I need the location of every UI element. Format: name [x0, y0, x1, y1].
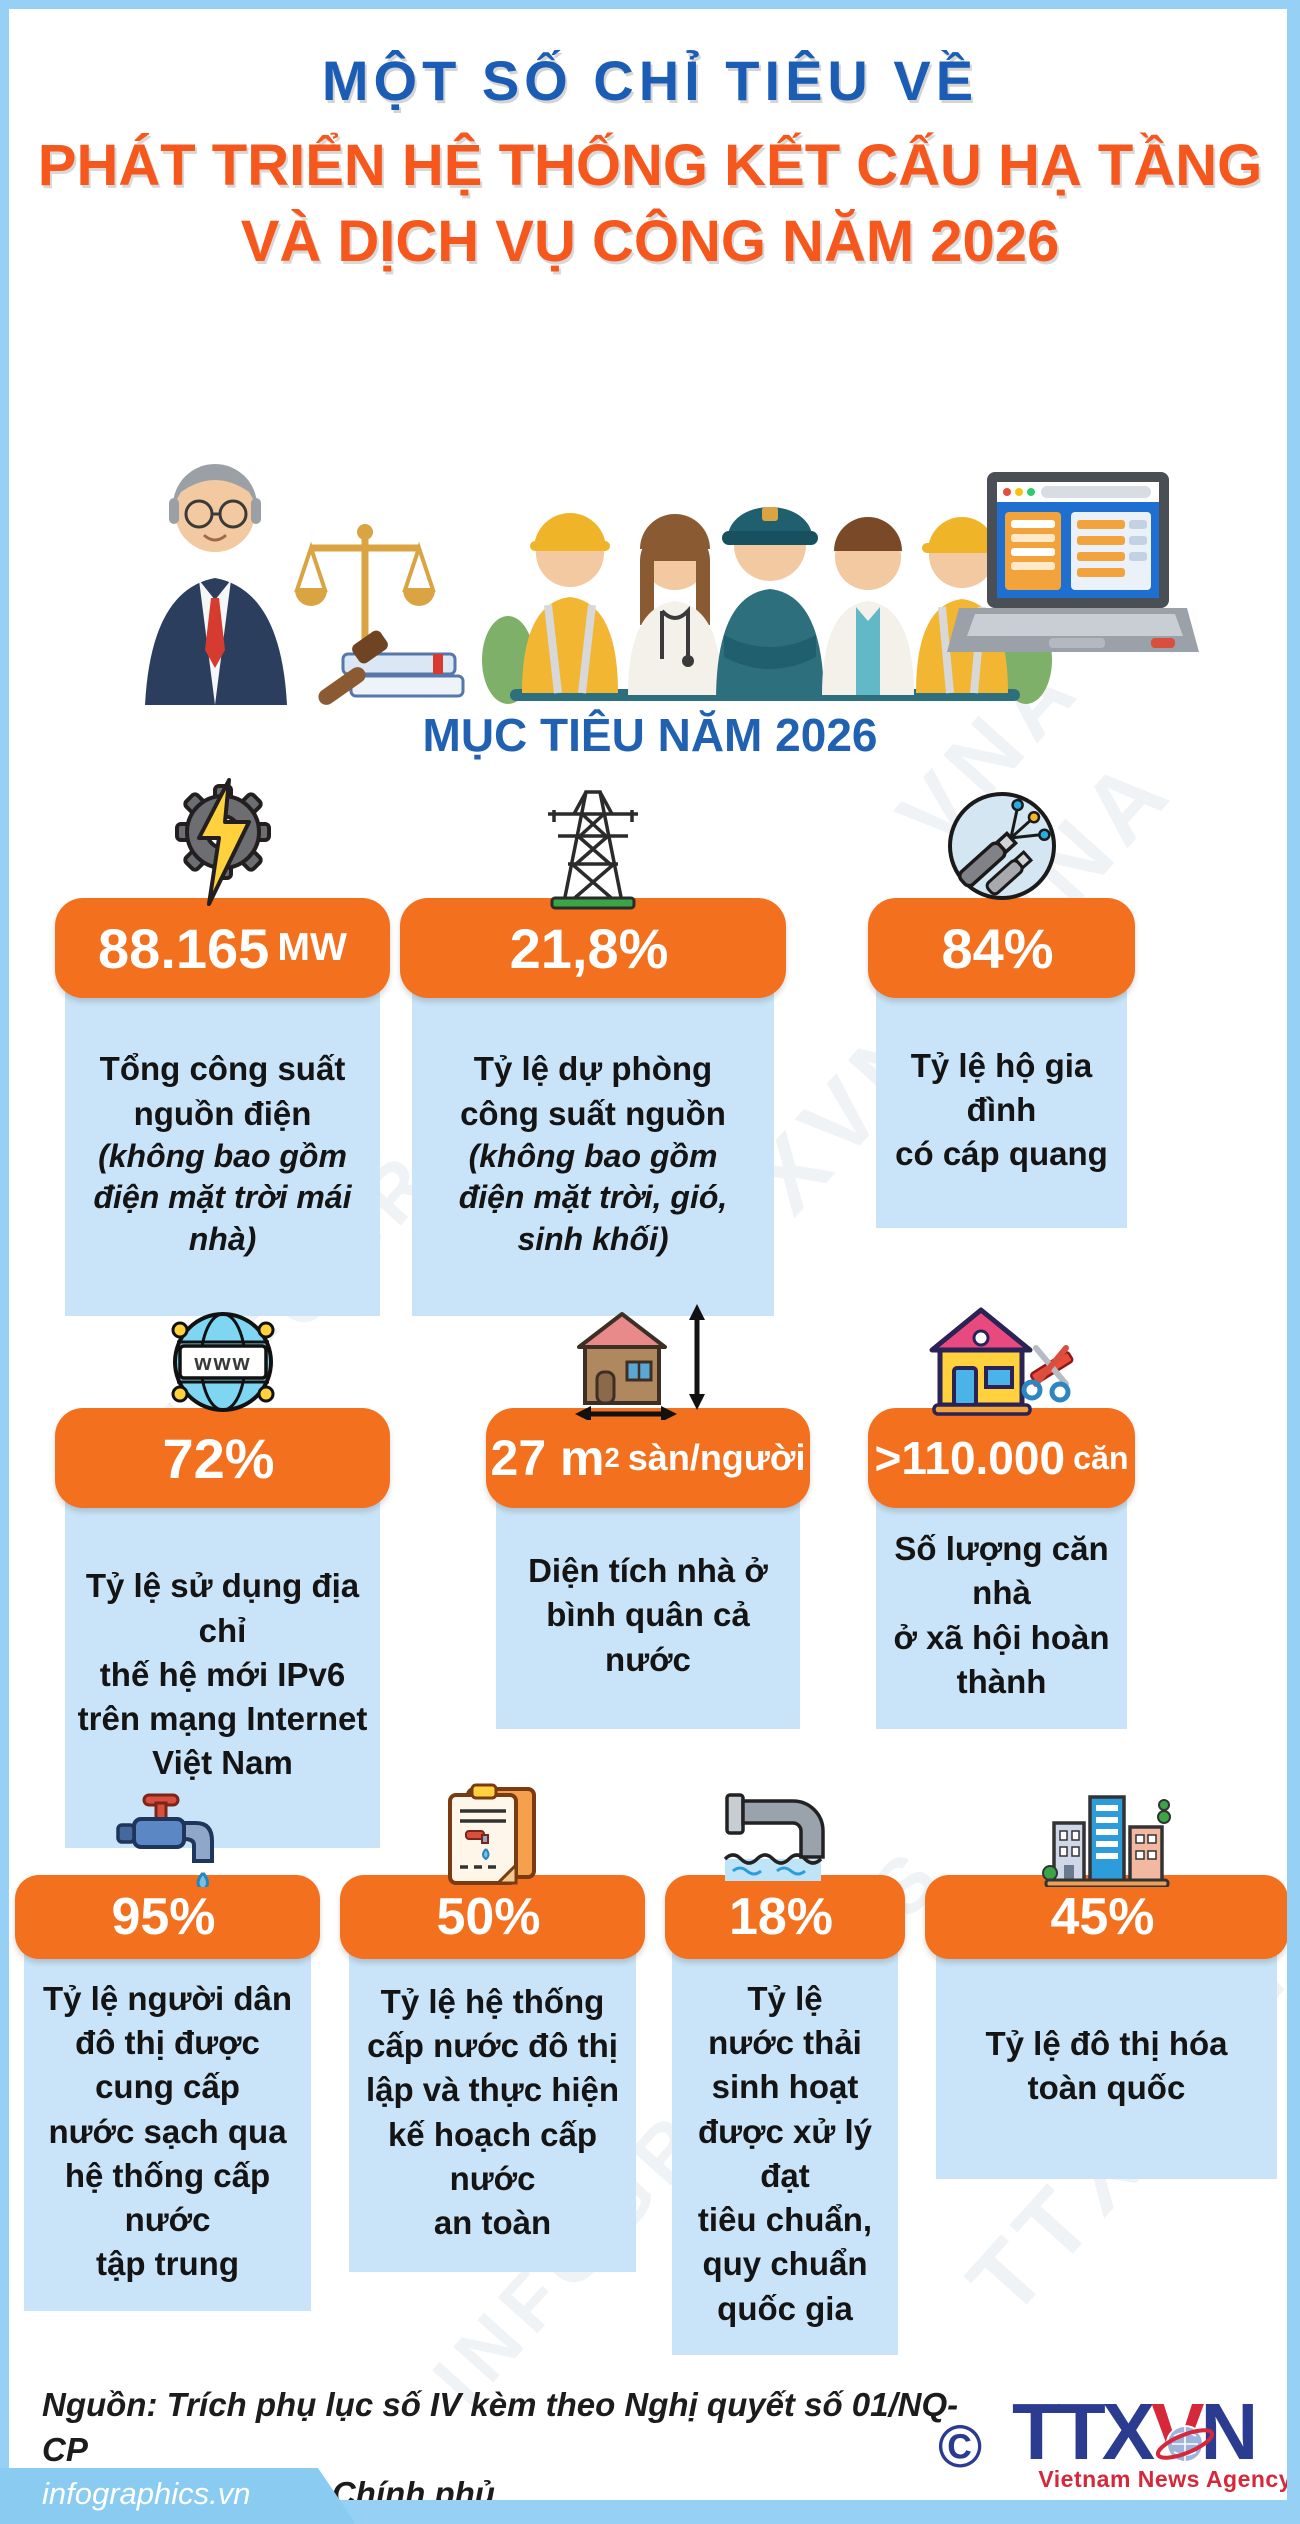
- gear-lightning-icon: [163, 778, 283, 910]
- stat-card-power-capacity: 88.165 MW Tổng công suất nguồn điện (khôn…: [55, 778, 390, 1316]
- ttxvn-logo-letters: TTXVN: [1012, 2387, 1258, 2476]
- stat-description: Tỷ lệ nước thải sinh hoạt được xử lý đạt…: [697, 1980, 873, 2327]
- stat-panel: Tỷ lệ dự phòng công suất nguồn (không ba…: [411, 976, 775, 1316]
- stat-card-wastewater: 18% Tỷ lệ nước thải sinh hoạt được xử lý…: [665, 1793, 905, 2355]
- stat-card-ipv6: www 72% Tỷ lệ sử dụng địa chỉ thế hệ mới…: [55, 1300, 390, 1848]
- stat-card-urbanization: 45% Tỷ lệ đô thị hóa toàn quốc: [925, 1795, 1288, 2179]
- stat-card-floor-area: 27 m 2 sàn/người Diện tích nhà ở bình quân…: [486, 1300, 810, 1729]
- title-line-3: VÀ DỊCH VỤ CÔNG NĂM 2026: [240, 209, 1060, 274]
- ttxvn-tagline: Vietnam News Agency: [1038, 2466, 1292, 2492]
- water-tap-icon: [104, 1793, 232, 1887]
- laptop-illustration: [947, 472, 1199, 652]
- title-line-2: PHÁT TRIỂN HỆ THỐNG KẾT CẤU HẠ TẦNG: [37, 133, 1263, 198]
- stat-panel: Tỷ lệ đô thị hóa toàn quốc: [935, 1937, 1278, 2179]
- stat-description: Tỷ lệ người dân đô thị được cung cấp nướ…: [42, 1980, 293, 2283]
- stat-badge: 88.165 MW: [55, 898, 390, 998]
- stat-panel: Tỷ lệ hộ gia đình có cáp quang: [876, 976, 1127, 1228]
- stat-badge: 95%: [15, 1875, 320, 1959]
- stat-card-fiber-optic: 84% Tỷ lệ hộ gia đình có cáp quang: [868, 782, 1135, 1228]
- stat-description: Tổng công suất nguồn điện: [99, 1050, 346, 1132]
- judge-justice-illustration: [145, 464, 465, 705]
- stat-card-clean-water: 95% Tỷ lệ người dân đô thị được cung cấp…: [15, 1793, 320, 2311]
- stat-note: (không bao gồm điện mặt trời mái nhà): [93, 1137, 352, 1258]
- stat-panel: Tỷ lệ hệ thống cấp nước đô thị lập và th…: [349, 1937, 636, 2272]
- www-globe-icon: www: [164, 1300, 282, 1420]
- hero-illustrations: [0, 425, 1300, 715]
- stat-badge: 84%: [868, 898, 1135, 998]
- stat-description: Tỷ lệ dự phòng công suất nguồn: [460, 1050, 726, 1132]
- stat-description: Số lượng căn nhà ở xã hội hoàn thành: [893, 1530, 1110, 1700]
- ttxvn-globe-icon: [1155, 2425, 1215, 2463]
- fiber-optic-icon: [941, 782, 1063, 910]
- site-name: infographics.vn: [42, 2476, 251, 2511]
- wastewater-pipe-icon: [719, 1793, 851, 1887]
- social-house-ribbon-icon: [926, 1300, 1078, 1420]
- title-line-1: MỘT SỐ CHỈ TIÊU VỀ: [321, 49, 979, 112]
- water-plan-document-icon: [438, 1783, 548, 1887]
- stat-badge: 21,8%: [400, 898, 786, 998]
- ttxvn-logo: TTXVN Vietnam News Agency: [1012, 2392, 1292, 2493]
- svg-text:www: www: [193, 1350, 251, 1375]
- stat-panel: Diện tích nhà ở bình quân cả nước: [495, 1486, 801, 1729]
- copyright-mark: ©: [938, 2413, 983, 2480]
- stat-description: Tỷ lệ hệ thống cấp nước đô thị lập và th…: [365, 1982, 620, 2241]
- transmission-tower-icon: [534, 782, 652, 910]
- city-buildings-icon: [1041, 1795, 1172, 1887]
- section-heading: MỤC TIÊU NĂM 2026: [422, 709, 878, 761]
- stat-panel: Tổng công suất nguồn điện (không bao gồm…: [65, 976, 380, 1316]
- stat-badge: >110.000 căn: [868, 1408, 1135, 1508]
- stat-panel: Tỷ lệ sử dụng địa chỉ thế hệ mới IPv6 tr…: [65, 1486, 380, 1848]
- stat-panel: Tỷ lệ người dân đô thị được cung cấp nướ…: [24, 1937, 311, 2311]
- stat-description: Tỷ lệ sử dụng địa chỉ thế hệ mới IPv6 tr…: [77, 1567, 368, 1782]
- stat-description: Diện tích nhà ở bình quân cả nước: [528, 1552, 768, 1678]
- stat-card-reserve-capacity: 21,8% Tỷ lệ dự phòng công suất nguồn (kh…: [400, 782, 786, 1316]
- site-ribbon: infographics.vn: [0, 2468, 356, 2524]
- stat-card-social-housing: >110.000 căn Số lượng căn nhà ở xã hội ho…: [868, 1300, 1135, 1729]
- stat-description: Tỷ lệ hộ gia đình có cáp quang: [895, 1046, 1108, 1173]
- stat-panel: Tỷ lệ nước thải sinh hoạt được xử lý đạt…: [672, 1937, 898, 2355]
- stat-panel: Số lượng căn nhà ở xã hội hoàn thành: [876, 1486, 1127, 1729]
- house-measure-icon: [573, 1300, 723, 1420]
- stat-card-water-safety-plan: 50% Tỷ lệ hệ thống cấp nước đô thị lập v…: [340, 1783, 645, 2272]
- stat-badge: 50%: [340, 1875, 645, 1959]
- stat-description: Tỷ lệ đô thị hóa toàn quốc: [985, 2024, 1228, 2106]
- stat-note: (không bao gồm điện mặt trời, gió, sinh …: [458, 1137, 728, 1258]
- stat-badge: 18%: [665, 1875, 905, 1959]
- public-workers-illustration: [482, 507, 1052, 704]
- stat-badge: 72%: [55, 1408, 390, 1508]
- stat-badge: 27 m 2 sàn/người: [486, 1408, 810, 1508]
- stat-badge: 45%: [925, 1875, 1288, 1959]
